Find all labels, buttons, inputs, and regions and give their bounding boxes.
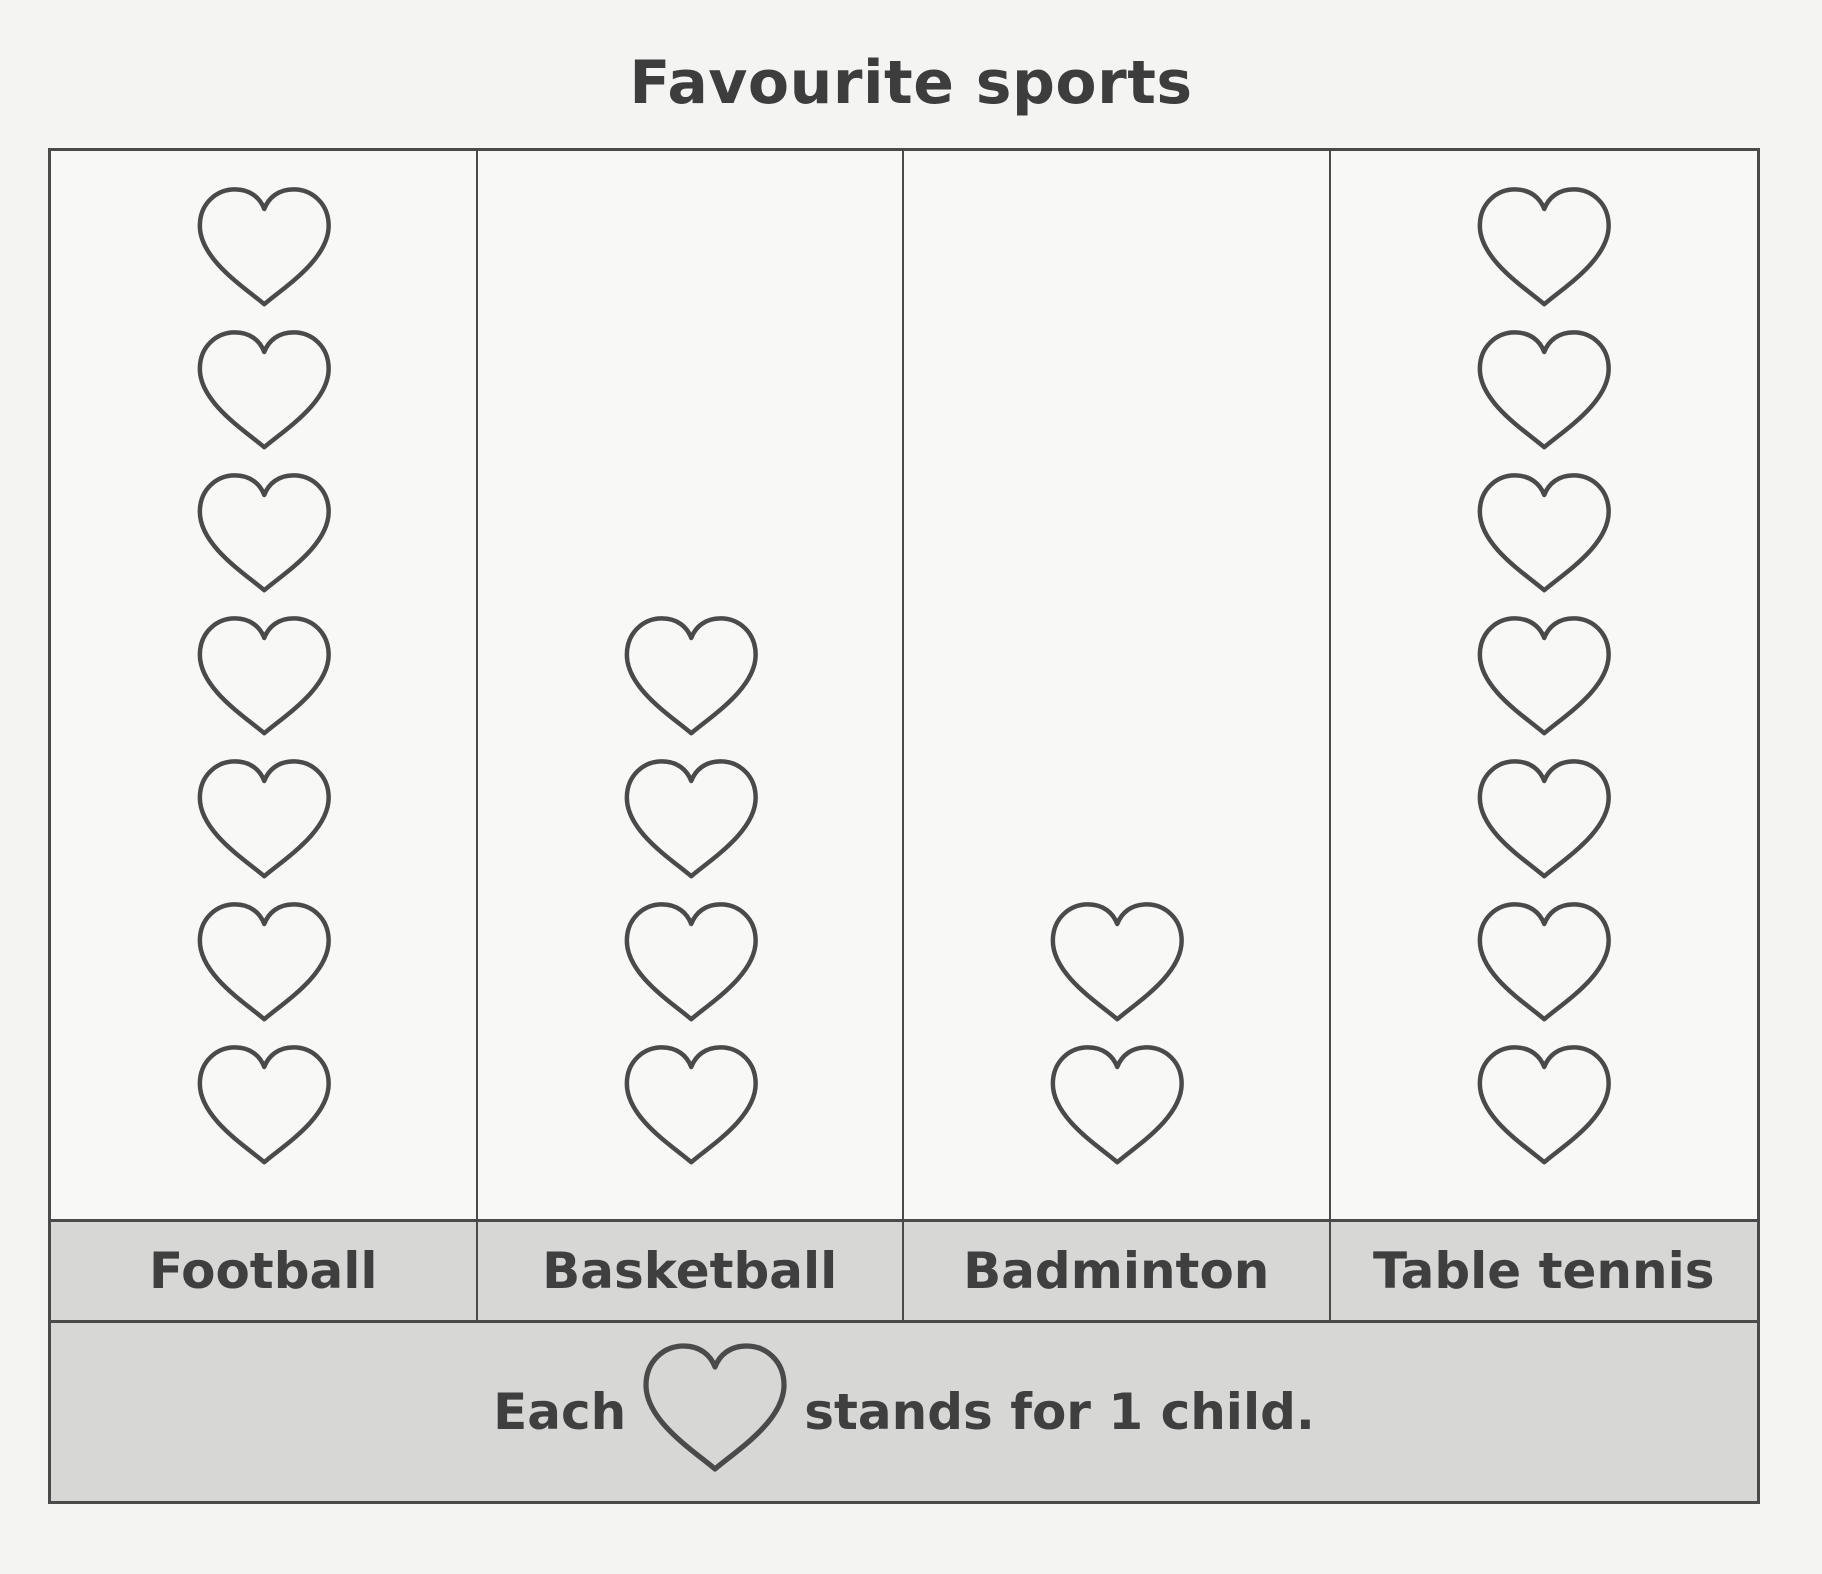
hearts-table-tennis [1477, 187, 1611, 1165]
key-text-after: stands for 1 child. [804, 1383, 1315, 1441]
category-label: Football [51, 1222, 478, 1320]
heart-icon [624, 616, 758, 736]
heart-icon [1477, 616, 1611, 736]
heart-icon [1477, 902, 1611, 1022]
heart-icon [197, 473, 331, 593]
heart-icon [197, 330, 331, 450]
pictogram-frame: Football Basketball Badminton Table tennis … [48, 148, 1760, 1504]
pictogram-key: Each stands for 1 child. [51, 1323, 1757, 1501]
heart-icon [197, 616, 331, 736]
heart-icon [1477, 330, 1611, 450]
hearts-badminton [1050, 902, 1184, 1165]
heart-icon [624, 1045, 758, 1165]
chart-title: Favourite sports [629, 48, 1193, 118]
category-label: Basketball [478, 1222, 904, 1320]
heart-icon [1477, 473, 1611, 593]
heart-icon [1477, 187, 1611, 307]
category-label-row: Football Basketball Badminton Table tennis [51, 1219, 1757, 1323]
column-badminton [904, 151, 1331, 1219]
category-label: Badminton [904, 1222, 1331, 1320]
hearts-basketball [624, 616, 758, 1165]
heart-icon [624, 902, 758, 1022]
heart-icon [197, 902, 331, 1022]
hearts-football [197, 187, 331, 1165]
column-basketball [478, 151, 904, 1219]
column-football [51, 151, 478, 1219]
heart-icon [1477, 759, 1611, 879]
heart-icon [197, 1045, 331, 1165]
heart-icon [197, 759, 331, 879]
heart-icon [197, 187, 331, 307]
heart-icon [1477, 1045, 1611, 1165]
heart-icon [1050, 902, 1184, 1022]
key-text-before: Each [493, 1383, 627, 1441]
heart-icon [624, 759, 758, 879]
heart-icon [1050, 1045, 1184, 1165]
category-label: Table tennis [1372, 1242, 1715, 1300]
column-table-tennis [1331, 151, 1758, 1219]
key-heart-icon [643, 1343, 787, 1472]
